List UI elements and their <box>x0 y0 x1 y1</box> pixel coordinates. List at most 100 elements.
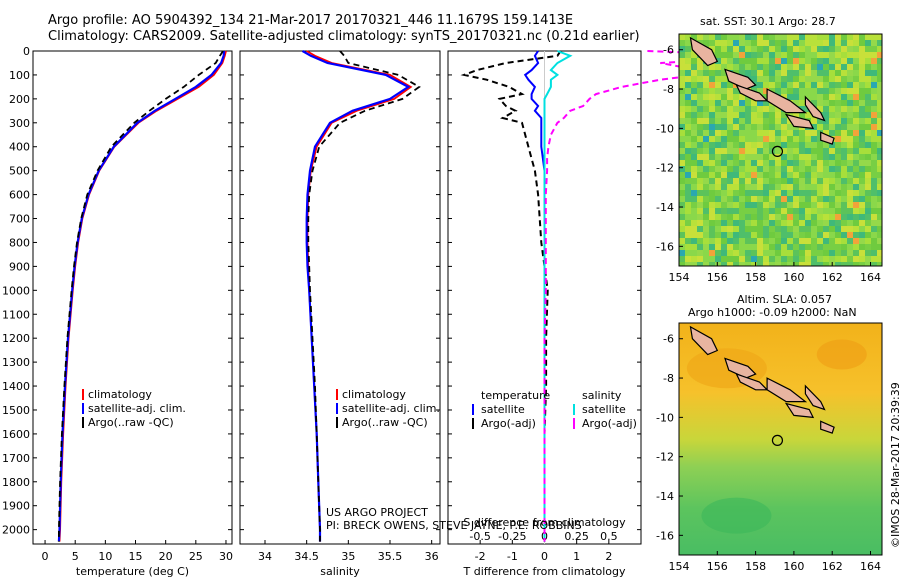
map2-title-b: Argo h1000: -0.09 h2000: NaN <box>688 306 857 319</box>
series-argo---raw--qc- <box>307 50 421 542</box>
sst-cell <box>703 40 709 46</box>
sst-cell <box>685 190 691 196</box>
panel-frame-1 <box>239 50 441 545</box>
sst-cell <box>841 40 847 46</box>
map-lon-label: 162 <box>822 271 843 284</box>
sst-cell <box>679 256 685 262</box>
sst-cell <box>745 184 751 190</box>
sst-cell <box>781 58 787 64</box>
sst-cell <box>817 64 823 70</box>
sst-cell <box>823 262 829 266</box>
sst-cell <box>829 112 835 118</box>
sst-cell <box>805 178 811 184</box>
sst-cell <box>865 136 871 142</box>
sst-cell <box>871 160 877 166</box>
sst-cell <box>781 34 787 40</box>
sst-cell <box>781 118 787 124</box>
sst-cell <box>805 82 811 88</box>
sst-cell <box>847 244 853 250</box>
sst-cell <box>787 70 793 76</box>
sst-cell <box>697 220 703 226</box>
sst-cell <box>847 52 853 58</box>
sst-cell <box>841 262 847 266</box>
sst-cell <box>835 166 841 172</box>
y-tick-label: 1700 <box>2 452 30 465</box>
sst-cell <box>751 262 757 266</box>
sst-cell <box>745 106 751 112</box>
sst-cell <box>775 154 781 160</box>
sst-cell <box>781 172 787 178</box>
sst-cell <box>847 46 853 52</box>
sst-cell <box>811 196 817 202</box>
sst-cell <box>775 184 781 190</box>
sst-cell <box>751 160 757 166</box>
sst-cell <box>691 88 697 94</box>
sst-cell <box>781 190 787 196</box>
sst-cell <box>679 70 685 76</box>
sst-cell <box>823 142 829 148</box>
sst-cell <box>715 244 721 250</box>
sst-cell <box>877 112 882 118</box>
sst-cell <box>775 238 781 244</box>
sst-cell <box>829 34 835 40</box>
sst-cell <box>823 220 829 226</box>
sst-cell <box>703 232 709 238</box>
sst-cell <box>685 70 691 76</box>
sst-cell <box>823 184 829 190</box>
sst-cell <box>703 34 709 40</box>
sst-cell <box>829 142 835 148</box>
sst-cell <box>811 58 817 64</box>
sst-cell <box>739 40 745 46</box>
sst-cell <box>835 256 841 262</box>
sst-cell <box>745 34 751 40</box>
sst-cell <box>805 190 811 196</box>
sst-cell <box>745 130 751 136</box>
sst-cell <box>859 238 865 244</box>
sst-cell <box>871 208 877 214</box>
sst-cell <box>781 40 787 46</box>
series-satellite-adj--clim- <box>57 50 226 542</box>
sst-cell <box>859 46 865 52</box>
sst-cell <box>763 100 769 106</box>
sst-cell <box>721 142 727 148</box>
sst-cell <box>871 214 877 220</box>
sst-cell <box>769 172 775 178</box>
sst-cell <box>721 148 727 154</box>
sst-cell <box>871 82 877 88</box>
sst-cell <box>751 136 757 142</box>
sst-cell <box>775 226 781 232</box>
sst-cell <box>763 262 769 266</box>
map-lat-label: -10 <box>656 411 674 424</box>
sst-cell <box>691 226 697 232</box>
sst-cell <box>769 262 775 266</box>
map-lat-label: -6 <box>663 44 674 57</box>
sst-cell <box>775 112 781 118</box>
sst-cell <box>745 64 751 70</box>
sst-cell <box>829 118 835 124</box>
sst-cell <box>763 184 769 190</box>
sst-cell <box>691 94 697 100</box>
sst-cell <box>817 58 823 64</box>
sst-cell <box>733 250 739 256</box>
sst-cell <box>793 34 799 40</box>
sst-cell <box>679 220 685 226</box>
sst-cell <box>799 238 805 244</box>
sst-cell <box>715 238 721 244</box>
sst-cell <box>817 106 823 112</box>
sst-cell <box>853 190 859 196</box>
sst-cell <box>697 166 703 172</box>
sst-cell <box>877 88 882 94</box>
sst-cell <box>751 226 757 232</box>
sst-cell <box>757 82 763 88</box>
sst-cell <box>721 88 727 94</box>
sst-cell <box>721 124 727 130</box>
sst-cell <box>817 250 823 256</box>
legend-label: satellite-adj. clim. <box>88 402 186 415</box>
sst-cell <box>811 184 817 190</box>
sst-cell <box>799 136 805 142</box>
sst-cell <box>877 196 882 202</box>
sst-cell <box>763 136 769 142</box>
island-shape <box>735 84 769 102</box>
x-tick-label: 20 <box>159 550 173 563</box>
sst-cell <box>739 148 745 154</box>
